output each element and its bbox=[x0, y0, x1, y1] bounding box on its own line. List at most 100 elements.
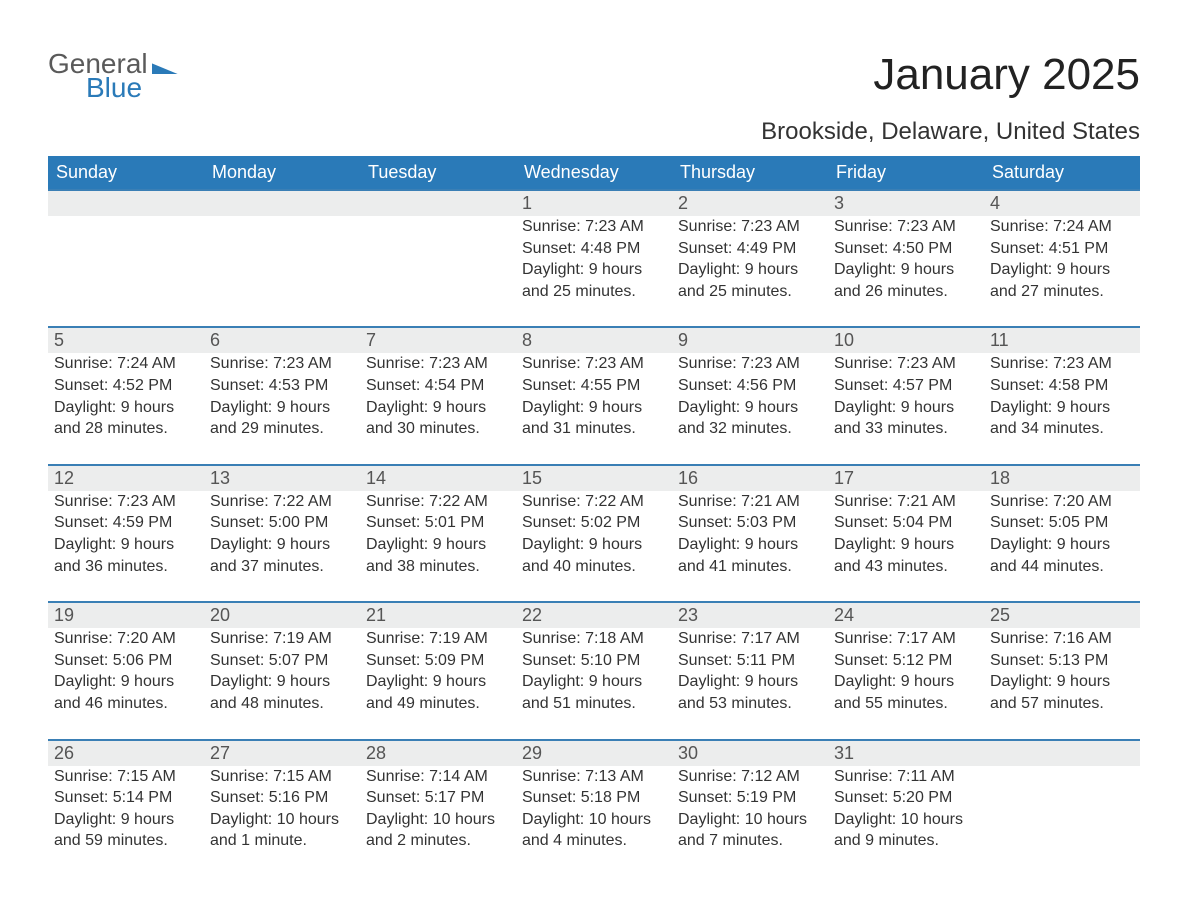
day-detail-cell bbox=[48, 216, 204, 327]
page-title: January 2025 bbox=[761, 50, 1140, 100]
day-detail-cell: Sunrise: 7:12 AMSunset: 5:19 PMDaylight:… bbox=[672, 766, 828, 876]
logo-word-blue: Blue bbox=[86, 74, 148, 102]
logo-flag-icon bbox=[152, 56, 178, 74]
day-number-cell: 23 bbox=[672, 602, 828, 628]
sunset-text: Sunset: 4:50 PM bbox=[834, 238, 978, 260]
sunrise-text: Sunrise: 7:23 AM bbox=[522, 353, 666, 375]
day-detail-cell: Sunrise: 7:23 AMSunset: 4:58 PMDaylight:… bbox=[984, 353, 1140, 464]
day-number-cell bbox=[360, 190, 516, 216]
daylight-text: Daylight: 9 hours and 44 minutes. bbox=[990, 534, 1134, 577]
sunrise-text: Sunrise: 7:23 AM bbox=[834, 216, 978, 238]
day-number-cell: 12 bbox=[48, 465, 204, 491]
daylight-text: Daylight: 9 hours and 27 minutes. bbox=[990, 259, 1134, 302]
sunrise-text: Sunrise: 7:23 AM bbox=[678, 216, 822, 238]
daylight-text: Daylight: 10 hours and 1 minute. bbox=[210, 809, 354, 852]
daylight-text: Daylight: 9 hours and 26 minutes. bbox=[834, 259, 978, 302]
sunset-text: Sunset: 4:56 PM bbox=[678, 375, 822, 397]
sunrise-text: Sunrise: 7:24 AM bbox=[54, 353, 198, 375]
day-number-cell: 29 bbox=[516, 740, 672, 766]
day-number-cell bbox=[48, 190, 204, 216]
sunset-text: Sunset: 4:58 PM bbox=[990, 375, 1134, 397]
logo: General Blue bbox=[48, 50, 178, 102]
location-subtitle: Brookside, Delaware, United States bbox=[761, 118, 1140, 146]
day-number-cell: 7 bbox=[360, 327, 516, 353]
daylight-text: Daylight: 9 hours and 43 minutes. bbox=[834, 534, 978, 577]
day-number-cell: 3 bbox=[828, 190, 984, 216]
day-detail-cell: Sunrise: 7:23 AMSunset: 4:57 PMDaylight:… bbox=[828, 353, 984, 464]
sunrise-text: Sunrise: 7:23 AM bbox=[366, 353, 510, 375]
day-detail-cell: Sunrise: 7:23 AMSunset: 4:49 PMDaylight:… bbox=[672, 216, 828, 327]
day-detail-cell: Sunrise: 7:15 AMSunset: 5:14 PMDaylight:… bbox=[48, 766, 204, 876]
day-detail-cell: Sunrise: 7:20 AMSunset: 5:05 PMDaylight:… bbox=[984, 491, 1140, 602]
day-detail-cell: Sunrise: 7:24 AMSunset: 4:52 PMDaylight:… bbox=[48, 353, 204, 464]
day-detail-cell: Sunrise: 7:20 AMSunset: 5:06 PMDaylight:… bbox=[48, 628, 204, 739]
sunrise-text: Sunrise: 7:11 AM bbox=[834, 766, 978, 788]
sunset-text: Sunset: 5:07 PM bbox=[210, 650, 354, 672]
daylight-text: Daylight: 9 hours and 28 minutes. bbox=[54, 397, 198, 440]
daylight-text: Daylight: 9 hours and 25 minutes. bbox=[522, 259, 666, 302]
daylight-text: Daylight: 9 hours and 32 minutes. bbox=[678, 397, 822, 440]
day-detail-cell: Sunrise: 7:22 AMSunset: 5:00 PMDaylight:… bbox=[204, 491, 360, 602]
day-detail-cell: Sunrise: 7:19 AMSunset: 5:09 PMDaylight:… bbox=[360, 628, 516, 739]
day-number-cell: 26 bbox=[48, 740, 204, 766]
sunrise-text: Sunrise: 7:15 AM bbox=[54, 766, 198, 788]
day-number-row: 12131415161718 bbox=[48, 465, 1140, 491]
sunrise-text: Sunrise: 7:21 AM bbox=[834, 491, 978, 513]
sunset-text: Sunset: 5:17 PM bbox=[366, 787, 510, 809]
sunset-text: Sunset: 5:06 PM bbox=[54, 650, 198, 672]
day-number-cell: 31 bbox=[828, 740, 984, 766]
sunset-text: Sunset: 5:01 PM bbox=[366, 512, 510, 534]
daylight-text: Daylight: 9 hours and 53 minutes. bbox=[678, 671, 822, 714]
day-detail-cell: Sunrise: 7:23 AMSunset: 4:56 PMDaylight:… bbox=[672, 353, 828, 464]
sunrise-text: Sunrise: 7:16 AM bbox=[990, 628, 1134, 650]
sunset-text: Sunset: 5:11 PM bbox=[678, 650, 822, 672]
weekday-header: Wednesday bbox=[516, 156, 672, 190]
sunset-text: Sunset: 5:19 PM bbox=[678, 787, 822, 809]
weekday-header: Thursday bbox=[672, 156, 828, 190]
day-number-cell: 30 bbox=[672, 740, 828, 766]
sunrise-text: Sunrise: 7:20 AM bbox=[990, 491, 1134, 513]
day-number-cell: 17 bbox=[828, 465, 984, 491]
sunset-text: Sunset: 5:13 PM bbox=[990, 650, 1134, 672]
sunset-text: Sunset: 5:14 PM bbox=[54, 787, 198, 809]
daylight-text: Daylight: 9 hours and 38 minutes. bbox=[366, 534, 510, 577]
daylight-text: Daylight: 9 hours and 31 minutes. bbox=[522, 397, 666, 440]
sunset-text: Sunset: 4:48 PM bbox=[522, 238, 666, 260]
daylight-text: Daylight: 9 hours and 49 minutes. bbox=[366, 671, 510, 714]
sunrise-text: Sunrise: 7:19 AM bbox=[366, 628, 510, 650]
day-detail-row: Sunrise: 7:20 AMSunset: 5:06 PMDaylight:… bbox=[48, 628, 1140, 739]
day-detail-cell: Sunrise: 7:23 AMSunset: 4:59 PMDaylight:… bbox=[48, 491, 204, 602]
sunrise-text: Sunrise: 7:23 AM bbox=[210, 353, 354, 375]
day-detail-cell: Sunrise: 7:21 AMSunset: 5:03 PMDaylight:… bbox=[672, 491, 828, 602]
header-row: General Blue January 2025 Brookside, Del… bbox=[48, 50, 1140, 156]
sunset-text: Sunset: 4:52 PM bbox=[54, 375, 198, 397]
sunrise-text: Sunrise: 7:23 AM bbox=[834, 353, 978, 375]
sunset-text: Sunset: 5:12 PM bbox=[834, 650, 978, 672]
day-number-cell: 2 bbox=[672, 190, 828, 216]
sunset-text: Sunset: 5:00 PM bbox=[210, 512, 354, 534]
day-detail-cell: Sunrise: 7:16 AMSunset: 5:13 PMDaylight:… bbox=[984, 628, 1140, 739]
day-detail-cell: Sunrise: 7:13 AMSunset: 5:18 PMDaylight:… bbox=[516, 766, 672, 876]
day-number-cell: 8 bbox=[516, 327, 672, 353]
day-number-cell: 22 bbox=[516, 602, 672, 628]
day-number-cell: 20 bbox=[204, 602, 360, 628]
calendar-page: General Blue January 2025 Brookside, Del… bbox=[0, 0, 1188, 916]
day-number-cell: 16 bbox=[672, 465, 828, 491]
sunrise-text: Sunrise: 7:23 AM bbox=[990, 353, 1134, 375]
weekday-header: Tuesday bbox=[360, 156, 516, 190]
weekday-header: Friday bbox=[828, 156, 984, 190]
day-number-cell: 5 bbox=[48, 327, 204, 353]
sunrise-text: Sunrise: 7:19 AM bbox=[210, 628, 354, 650]
sunset-text: Sunset: 5:16 PM bbox=[210, 787, 354, 809]
daylight-text: Daylight: 10 hours and 2 minutes. bbox=[366, 809, 510, 852]
sunrise-text: Sunrise: 7:17 AM bbox=[678, 628, 822, 650]
sunrise-text: Sunrise: 7:13 AM bbox=[522, 766, 666, 788]
day-detail-cell: Sunrise: 7:17 AMSunset: 5:11 PMDaylight:… bbox=[672, 628, 828, 739]
sunset-text: Sunset: 4:55 PM bbox=[522, 375, 666, 397]
day-number-cell: 24 bbox=[828, 602, 984, 628]
weekday-header: Monday bbox=[204, 156, 360, 190]
day-number-cell: 19 bbox=[48, 602, 204, 628]
calendar-body: 1234Sunrise: 7:23 AMSunset: 4:48 PMDayli… bbox=[48, 190, 1140, 876]
sunrise-text: Sunrise: 7:22 AM bbox=[522, 491, 666, 513]
daylight-text: Daylight: 9 hours and 46 minutes. bbox=[54, 671, 198, 714]
